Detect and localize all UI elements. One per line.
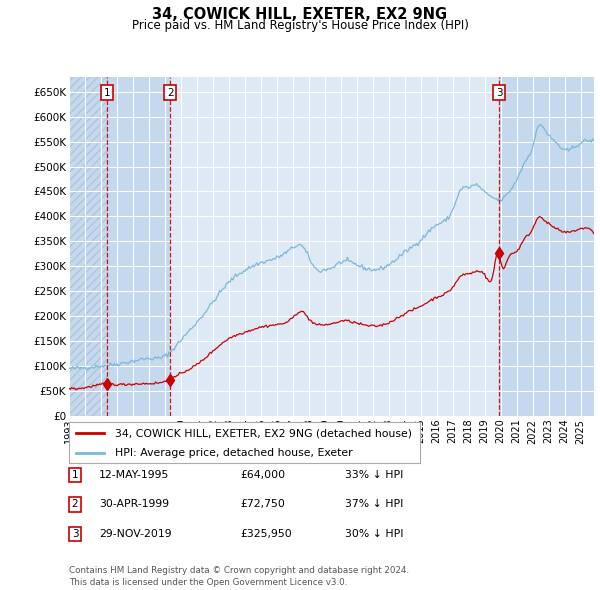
Text: 37% ↓ HPI: 37% ↓ HPI xyxy=(345,500,403,509)
Bar xyxy=(69,77,107,416)
Text: 29-NOV-2019: 29-NOV-2019 xyxy=(99,529,172,539)
Text: £325,950: £325,950 xyxy=(240,529,292,539)
Text: 34, COWICK HILL, EXETER, EX2 9NG: 34, COWICK HILL, EXETER, EX2 9NG xyxy=(152,7,448,22)
Text: HPI: Average price, detached house, Exeter: HPI: Average price, detached house, Exet… xyxy=(115,448,352,458)
Text: 30% ↓ HPI: 30% ↓ HPI xyxy=(345,529,404,539)
Text: Contains HM Land Registry data © Crown copyright and database right 2024.
This d: Contains HM Land Registry data © Crown c… xyxy=(69,566,409,587)
Text: 1: 1 xyxy=(71,470,79,480)
Bar xyxy=(107,77,170,416)
Text: 33% ↓ HPI: 33% ↓ HPI xyxy=(345,470,403,480)
Text: 12-MAY-1995: 12-MAY-1995 xyxy=(99,470,169,480)
Bar xyxy=(499,77,594,416)
Text: 3: 3 xyxy=(71,529,79,539)
Text: 3: 3 xyxy=(496,88,503,98)
Bar xyxy=(69,77,107,416)
Text: 2: 2 xyxy=(167,88,173,98)
Text: 30-APR-1999: 30-APR-1999 xyxy=(99,500,169,509)
Text: Price paid vs. HM Land Registry's House Price Index (HPI): Price paid vs. HM Land Registry's House … xyxy=(131,19,469,32)
Text: 34, COWICK HILL, EXETER, EX2 9NG (detached house): 34, COWICK HILL, EXETER, EX2 9NG (detach… xyxy=(115,428,412,438)
Text: 2: 2 xyxy=(71,500,79,509)
Text: £64,000: £64,000 xyxy=(240,470,285,480)
Text: £72,750: £72,750 xyxy=(240,500,285,509)
Text: 1: 1 xyxy=(104,88,110,98)
